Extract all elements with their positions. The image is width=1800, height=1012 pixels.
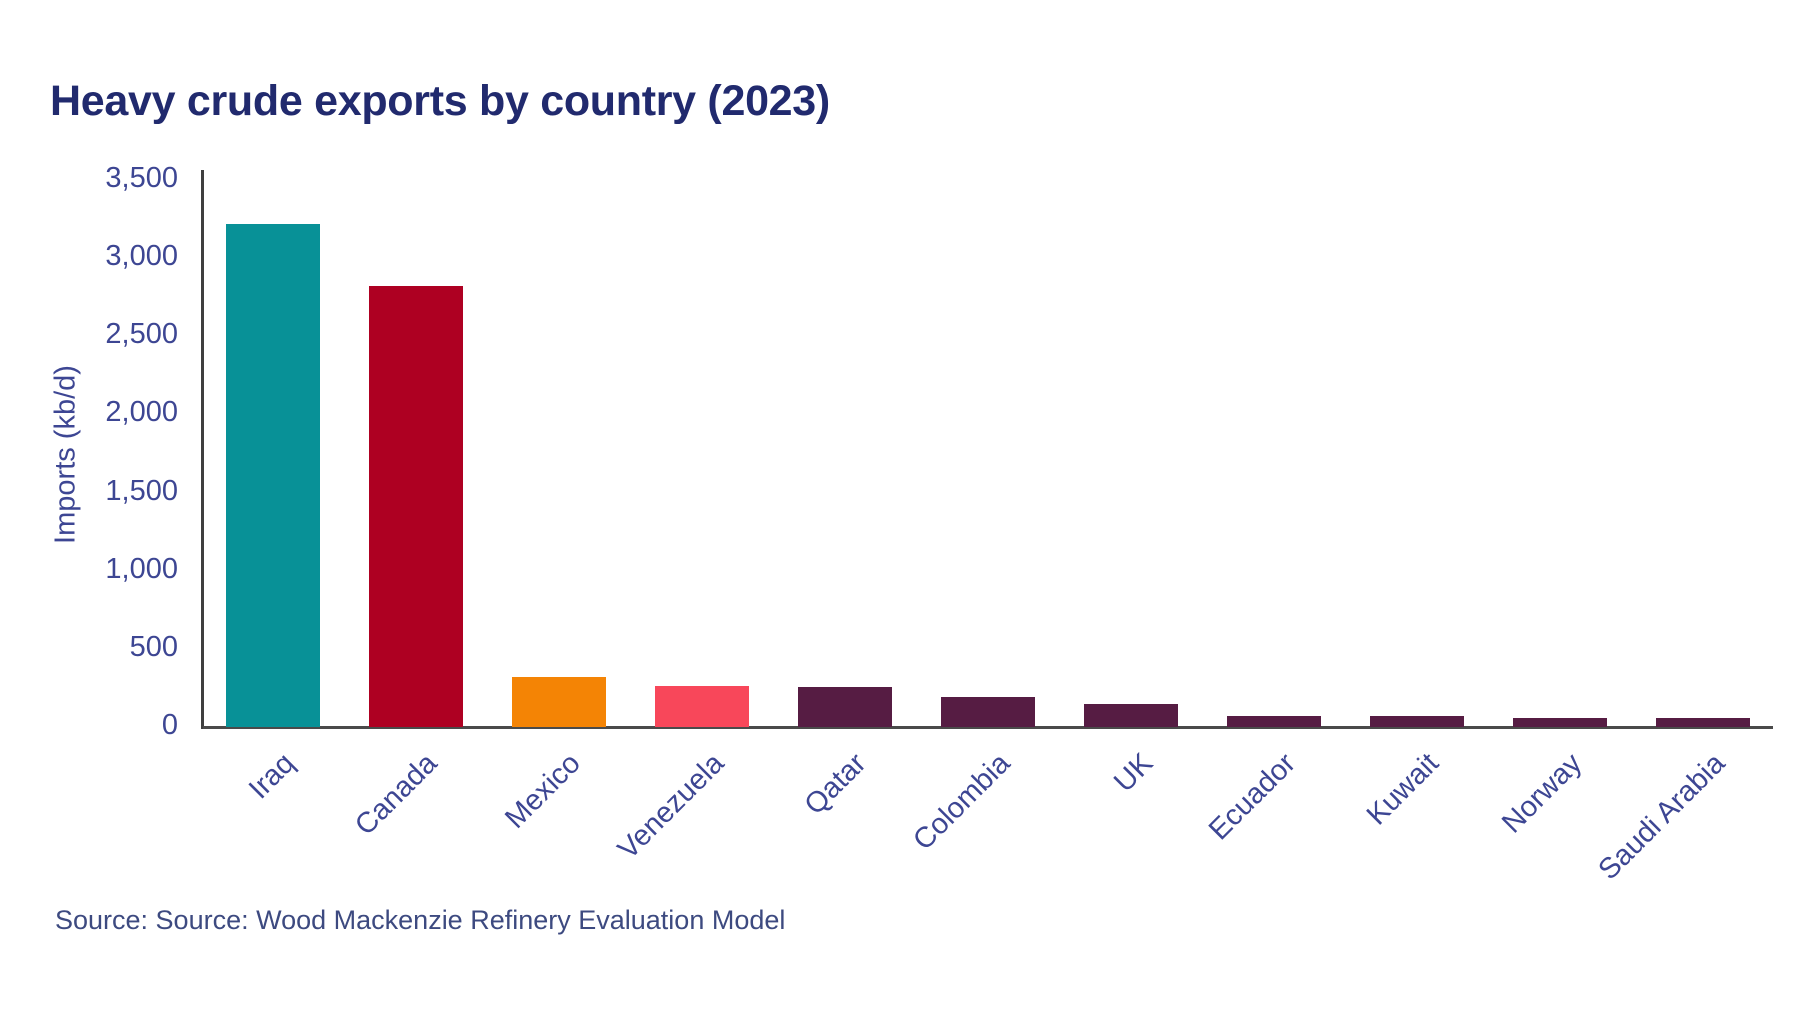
x-tick-label-mexico: Mexico (499, 747, 587, 835)
x-tick-label-canada: Canada (349, 747, 444, 842)
bar-venezuela (655, 686, 749, 727)
bar-canada (369, 286, 463, 727)
y-axis-line (201, 170, 204, 729)
y-tick-label: 3,000 (105, 240, 178, 273)
x-tick-label-uk: UK (1107, 747, 1159, 799)
bar-uk (1084, 703, 1178, 727)
x-tick-label-ecuador: Ecuador (1202, 747, 1302, 847)
x-tick-label-venezuela: Venezuela (611, 747, 730, 866)
bar-norway (1513, 717, 1607, 727)
y-tick-label: 1,000 (105, 552, 178, 585)
y-tick-label: 2,000 (105, 396, 178, 429)
bar-colombia (941, 697, 1035, 727)
x-tick-label-norway: Norway (1495, 747, 1588, 840)
y-tick-label: 2,500 (105, 318, 178, 351)
x-tick-label-colombia: Colombia (906, 747, 1016, 857)
x-tick-label-saudi-arabia: Saudi Arabia (1591, 747, 1731, 887)
y-tick-label: 1,500 (105, 474, 178, 507)
x-tick-label-iraq: Iraq (242, 747, 301, 806)
bar-iraq (226, 223, 320, 727)
x-tick-label-kuwait: Kuwait (1360, 747, 1445, 832)
bar-mexico (512, 676, 606, 727)
bar-ecuador (1227, 716, 1321, 727)
x-axis-line (203, 726, 1773, 729)
source-text: Source: Source: Wood Mackenzie Refinery … (55, 905, 786, 935)
chart-title: Heavy crude exports by country (2023) (50, 77, 830, 125)
y-axis-title: Imports (kb/d) (49, 365, 82, 544)
y-tick-label: 3,500 (105, 162, 178, 194)
bar-kuwait (1370, 716, 1464, 727)
x-tick-label-qatar: Qatar (799, 747, 873, 822)
bar-saudi-arabia (1656, 717, 1750, 727)
bar-qatar (798, 687, 892, 727)
y-tick-label: 500 (129, 630, 178, 663)
y-tick-label: 0 (161, 709, 178, 741)
